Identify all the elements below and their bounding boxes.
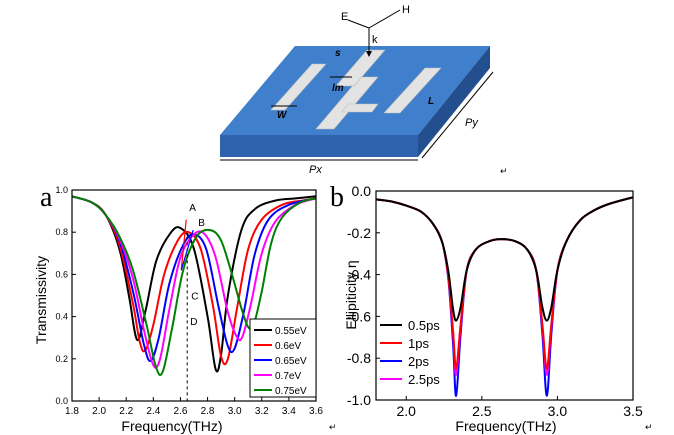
plot-a-series-2 <box>72 195 316 362</box>
metasurface-structure: E H k s lm W L Py Px ↵ <box>220 4 508 176</box>
h-arrow-line <box>368 9 401 29</box>
plot-a-xtick-label: 2.8 <box>201 406 215 417</box>
substrate-side-face <box>418 46 490 157</box>
plot-b-xtick-label: 2.0 <box>397 403 417 419</box>
panel-a-letter: a <box>40 182 53 213</box>
plot-a-series-3 <box>72 195 316 369</box>
plot-b-xlabel: Frequency(THz) <box>455 418 556 434</box>
center-bridge <box>341 103 379 113</box>
plot-b-ytick-label: -0.4 <box>347 267 371 283</box>
plot-a-annotation-B: B <box>198 218 205 229</box>
py-label: Py <box>465 117 479 129</box>
k-arrow-head <box>366 51 372 57</box>
plot-a-xtick-label: 3.6 <box>309 406 323 417</box>
plot-a-xtick-label: 2.0 <box>92 406 106 417</box>
plot-b-ytick-label: -1.0 <box>347 392 371 408</box>
plot-b-legend-label: 0.5ps <box>408 318 440 333</box>
plot-a-area: AB C D 1.8 2.0 2.2 2.4 2.6 2.8 3.0 3.2 3.4 3.6 0.0 0.2… <box>55 185 323 417</box>
plot-b-ytick-label: 0.0 <box>352 183 372 199</box>
dimension-labels: s lm W L Py Px ↵ <box>220 48 508 176</box>
plot-a-ytick-label: 1.0 <box>55 185 68 195</box>
plot-a-arrow-blue <box>180 229 194 271</box>
plot-b-legend-label: 2ps <box>408 354 429 369</box>
plot-a-xtick-label: 2.4 <box>146 406 160 417</box>
h-label: H <box>402 4 410 16</box>
plot-a-xtick-label: 3.2 <box>255 406 269 417</box>
left-bar <box>270 63 327 111</box>
plot-a-series-4 <box>72 195 316 377</box>
e-arrow-line <box>347 19 370 29</box>
field-axes: E H k <box>341 4 410 57</box>
return-mark-top: ↵ <box>500 166 508 176</box>
plot-a-frame <box>71 189 317 402</box>
plot-b-legend-label: 2.5ps <box>408 372 440 387</box>
panel-b: b 2.0 2.5 3.0 3.5 0.0 -0.2 -0.4 -0.6 -0.8 -1.0 0.5… <box>329 182 653 434</box>
plot-a-series-1 <box>72 195 316 366</box>
plot-a-ylabel: Transmissivity <box>33 256 49 344</box>
plot-a-xtick-label: 2.2 <box>119 406 133 417</box>
metal-pattern <box>270 49 442 130</box>
panel-b-letter: b <box>330 182 344 213</box>
e-label: E <box>341 11 348 23</box>
return-mark-a: ↵ <box>329 422 337 432</box>
plot-a-ytick-label: 0.4 <box>55 312 68 322</box>
plot-a-legend-label: 0.75eV <box>275 386 307 397</box>
plot-a-xtick-label: 3.0 <box>228 406 242 417</box>
plot-b-ytick-label: -0.2 <box>347 225 371 241</box>
plot-a-legend-label: 0.6eV <box>275 341 301 352</box>
plot-a-ytick-label: 0.2 <box>55 354 68 364</box>
plot-a-ytick-label: 0.8 <box>55 227 68 237</box>
panel-a: a AB C D 1.8 2.0 2.2 2.4 2.6 2.8 3.0 3.2 3.4 3.6 0.0 0… <box>33 182 323 434</box>
plot-b-ytick-label: -0.6 <box>347 308 371 324</box>
plot-a-legend-label: 0.65eV <box>275 356 307 367</box>
plot-a-xtick-label: 2.6 <box>173 406 187 417</box>
py-dim-line <box>421 71 494 159</box>
plot-a-arrow-red <box>180 219 187 271</box>
substrate-front-face <box>220 135 418 157</box>
plot-a-legend-label: 0.55eV <box>275 326 307 337</box>
plot-a-legend <box>249 318 317 398</box>
px-label: Px <box>309 164 322 176</box>
plot-a-annotation-D: D <box>190 317 197 328</box>
plot-a-xlabel: Frequency(THz) <box>121 418 222 434</box>
k-label: k <box>372 34 378 46</box>
plot-b-series-0 <box>376 196 633 322</box>
plot-b-legend-label: 1ps <box>408 336 429 351</box>
plot-a-annotation-A: A <box>189 203 196 214</box>
plot-a-ytick-label: 0.0 <box>55 396 68 406</box>
plot-b-xtick-label: 3.0 <box>548 403 568 419</box>
plot-a-xtick-label: 3.4 <box>282 406 296 417</box>
plot-a-annotation-C: C <box>191 292 198 303</box>
l-label: L <box>428 96 434 107</box>
plot-a-legend-label: 0.7eV <box>275 371 301 382</box>
s-label: s <box>335 48 341 59</box>
center-bar-left <box>315 76 379 130</box>
lm-label: lm <box>332 83 344 94</box>
plot-b-ylabel: Ellipiticity η <box>343 260 359 329</box>
plot-b-area: 2.0 2.5 3.0 3.5 0.0 -0.2 -0.4 -0.6 -0.8 -1.0 0.5ps… <box>347 183 643 419</box>
w-label: W <box>277 110 288 121</box>
right-bar <box>383 67 442 114</box>
plot-b-ytick-label: -0.8 <box>347 350 371 366</box>
plot-b-xtick-label: 2.5 <box>472 403 492 419</box>
plot-a-ytick-label: 0.6 <box>55 269 68 279</box>
plot-a-xtick-label: 1.8 <box>65 406 79 417</box>
plot-b-frame <box>375 190 634 401</box>
return-mark-b: ↵ <box>645 422 653 432</box>
plot-b-xtick-label: 3.5 <box>623 403 643 419</box>
